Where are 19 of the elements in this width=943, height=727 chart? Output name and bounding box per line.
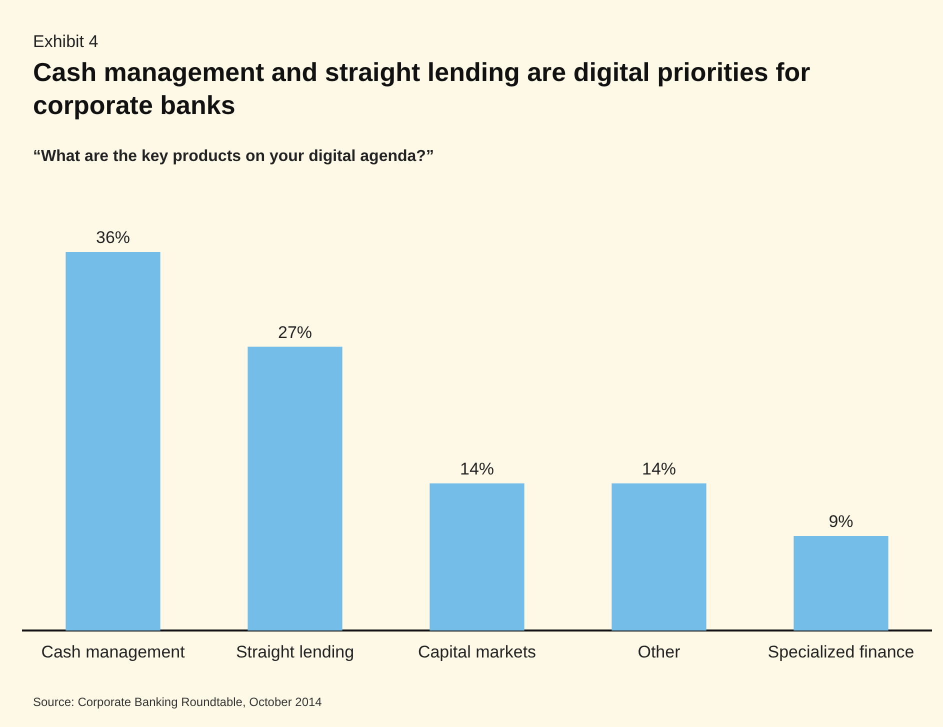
x-tick-label: Other [638, 642, 681, 662]
chart-title: Cash management and straight lending are digital priorities for corporate banks [33, 56, 812, 122]
bar [430, 483, 524, 631]
bar [248, 346, 342, 631]
x-tick-label: Straight lending [236, 642, 354, 662]
text: Exhibit 4 [33, 32, 98, 52]
data-label: 36% [96, 228, 130, 248]
data-label: 14% [642, 460, 676, 479]
data-label: 27% [278, 322, 312, 342]
bar [66, 252, 160, 631]
source-note: Source: Corporate Banking Roundtable, October 2014 [33, 695, 322, 709]
bar [794, 536, 888, 631]
data-label: 14% [460, 460, 494, 479]
chart-subtitle: “What are the key products on your digital agenda?” [33, 148, 434, 166]
bar [612, 483, 706, 631]
x-tick-label: Capital markets [418, 642, 536, 662]
x-tick-label: Specialized finance [768, 642, 914, 662]
x-tick-label: Cash management [41, 642, 186, 662]
data-label: 9% [828, 512, 854, 532]
